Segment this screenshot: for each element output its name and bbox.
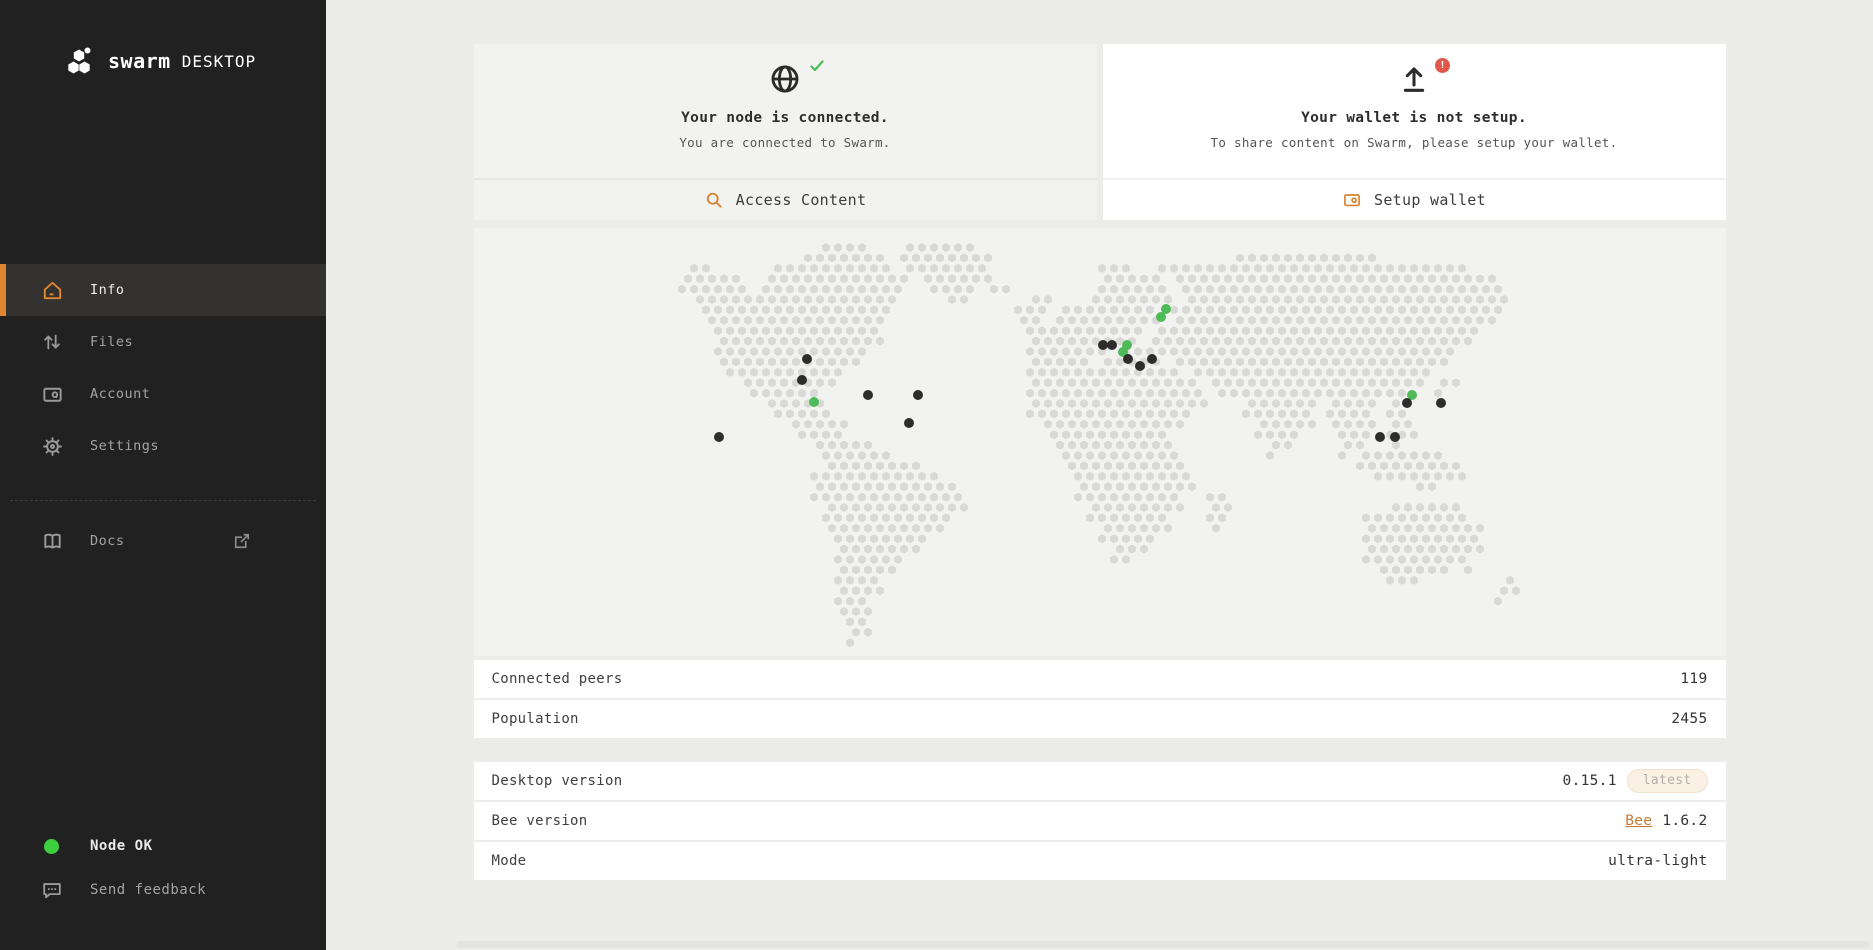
peer-dot — [1155, 311, 1166, 322]
sidebar-item-files[interactable]: Files — [0, 316, 326, 368]
peer-dot — [1134, 361, 1145, 372]
wallet-card-body: ! Your wallet is not setup. To share con… — [1103, 44, 1726, 178]
send-feedback[interactable]: Send feedback — [0, 868, 326, 912]
node-status-dot — [44, 838, 59, 854]
sidebar-item-label: Account — [90, 386, 151, 402]
peer-dot — [1160, 304, 1171, 315]
node-card-title: Your node is connected. — [681, 110, 889, 126]
population-label: Population — [491, 711, 579, 727]
peer-dot — [801, 353, 812, 364]
chat-icon — [41, 879, 63, 901]
mode-row: Mode ultra-light — [473, 842, 1726, 880]
logo: swarm DESKTOP — [0, 0, 326, 76]
wallet-icon — [1344, 194, 1360, 207]
bee-version-value: 1.6.2 — [1662, 813, 1708, 829]
mode-value: ultra-light — [1608, 853, 1708, 869]
peer-dot — [1374, 432, 1385, 443]
mode-label: Mode — [491, 853, 527, 869]
desktop-version-label: Desktop version — [491, 773, 623, 789]
peer-dot — [912, 390, 923, 401]
wallet-card-subtitle: To share content on Swarm, please setup … — [1210, 135, 1618, 150]
world-map — [473, 228, 1726, 656]
node-card-body: Your node is connected. You are connecte… — [474, 44, 1097, 178]
peer-dot — [809, 397, 820, 408]
peer-dot — [862, 390, 873, 401]
nav-divider — [10, 500, 316, 501]
upload-icon — [1403, 67, 1425, 92]
peer-dot — [1107, 340, 1117, 351]
swarm-logo-icon — [68, 47, 91, 74]
globe-icon — [771, 65, 799, 93]
peer-dot — [1407, 390, 1418, 401]
wallet-card: ! Your wallet is not setup. To share con… — [1102, 44, 1726, 220]
desktop-version-value: 0.15.1 — [1562, 772, 1617, 789]
logo-brand: swarm — [108, 49, 171, 73]
check-icon — [810, 60, 824, 72]
sidebar: swarm DESKTOP Info Files — [0, 0, 326, 950]
latest-badge: latest — [1626, 768, 1708, 794]
peer-dot — [1118, 346, 1129, 357]
sidebar-item-label: Settings — [90, 438, 160, 454]
peer-dot — [1389, 432, 1400, 443]
setup-wallet-button[interactable]: Setup wallet — [1102, 178, 1726, 220]
connected-peers-value: 119 — [1680, 671, 1708, 687]
sidebar-item-label: Files — [90, 334, 134, 350]
node-status[interactable]: Node OK — [0, 824, 326, 868]
sidebar-item-label: Docs — [90, 533, 125, 549]
wallet-card-title: Your wallet is not setup. — [1301, 110, 1527, 126]
peer-dot — [1123, 353, 1134, 364]
sidebar-item-settings[interactable]: Settings — [0, 420, 326, 472]
info-rows: Connected peers 119 Population 2455 Desk… — [473, 660, 1726, 880]
population-value: 2455 — [1671, 711, 1708, 727]
sidebar-nav: Info Files Account — [0, 264, 326, 567]
node-status-label: Node OK — [90, 838, 153, 854]
wallet-icon — [40, 382, 64, 406]
peer-dot — [713, 432, 724, 443]
sidebar-item-label: Info — [90, 282, 125, 298]
status-cards: Your node is connected. You are connecte… — [473, 44, 1726, 220]
setup-wallet-label: Setup wallet — [1374, 191, 1486, 209]
main-content: Your node is connected. You are connecte… — [326, 0, 1873, 950]
peer-dot — [1436, 397, 1447, 408]
connected-peers-label: Connected peers — [491, 671, 623, 687]
logo-suffix: DESKTOP — [181, 51, 257, 71]
peer-dot — [1147, 353, 1158, 364]
population-row: Population 2455 — [473, 700, 1726, 738]
sidebar-item-account[interactable]: Account — [0, 368, 326, 420]
gear-icon — [40, 434, 64, 458]
bee-version-label: Bee version — [491, 813, 588, 829]
desktop-version-row: Desktop version 0.15.1 latest — [473, 762, 1726, 800]
bee-link[interactable]: Bee — [1625, 813, 1653, 829]
peer-dot — [796, 374, 807, 385]
peer-dot — [1122, 340, 1133, 351]
sidebar-item-docs[interactable]: Docs — [0, 515, 326, 567]
bee-version-row: Bee version Bee 1.6.2 — [473, 802, 1726, 840]
transfer-arrows-icon — [40, 330, 64, 354]
alert-icon: ! — [1435, 58, 1450, 73]
peer-dot — [1402, 397, 1413, 408]
connected-peers-row: Connected peers 119 — [473, 660, 1726, 698]
horizontal-scrollbar[interactable] — [456, 941, 1869, 948]
access-content-button[interactable]: Access Content — [473, 178, 1097, 220]
sidebar-item-info[interactable]: Info — [0, 264, 326, 316]
node-card-subtitle: You are connected to Swarm. — [679, 135, 891, 150]
send-feedback-label: Send feedback — [90, 882, 207, 898]
access-content-label: Access Content — [735, 191, 867, 209]
sidebar-bottom: Node OK Send feedback — [0, 824, 326, 912]
peer-dot — [1098, 340, 1109, 351]
peer-dot — [904, 418, 915, 429]
home-icon — [40, 278, 64, 302]
search-icon — [706, 192, 722, 208]
book-icon — [40, 529, 64, 553]
external-link-icon — [232, 531, 252, 551]
node-card: Your node is connected. You are connecte… — [473, 44, 1097, 220]
rows-gap — [474, 740, 1726, 762]
